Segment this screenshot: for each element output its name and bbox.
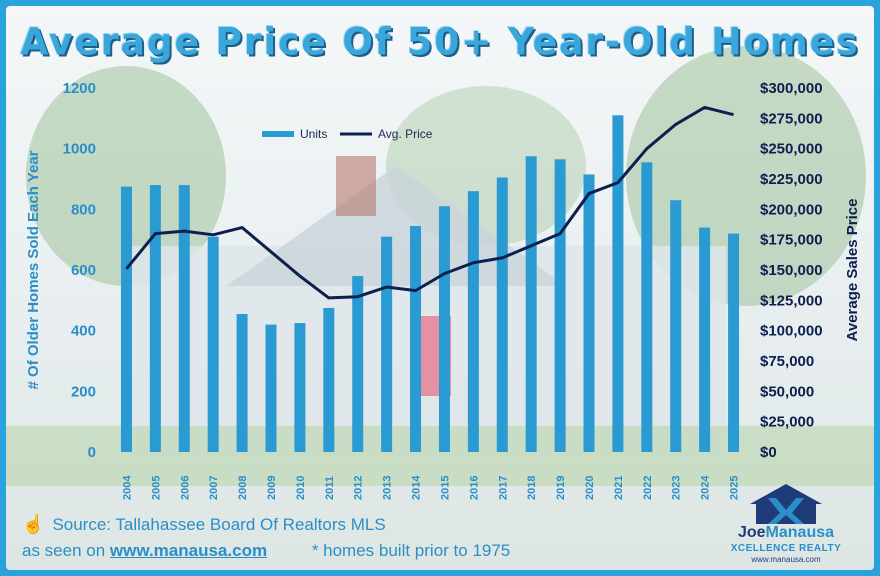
- bar-2018: [525, 156, 537, 452]
- chart-title: Average Price Of 50+ Year-Old Homes: [20, 20, 860, 65]
- bar-2014: [410, 226, 422, 452]
- bar-2022: [641, 162, 653, 453]
- bar-2009: [265, 324, 277, 452]
- x-tick-label: 2018: [526, 476, 538, 500]
- credit-line: as seen on www.manausa.com * homes built…: [22, 541, 510, 561]
- x-tick-label: 2011: [324, 476, 336, 500]
- bar-2007: [207, 236, 219, 452]
- bar-2006: [178, 185, 190, 453]
- logo-name: JoeManausa: [716, 524, 856, 542]
- seen-on-text: as seen on: [22, 541, 106, 560]
- bar-2012: [352, 276, 364, 452]
- bar-2015: [438, 206, 450, 452]
- left-tick-label: 200: [71, 383, 96, 400]
- bar-2005: [149, 185, 161, 453]
- logo-name-last: Manausa: [765, 524, 835, 541]
- brand-logo[interactable]: JoeManausa XCELLENCE REALTY www.manausa.…: [716, 480, 856, 566]
- bar-2010: [294, 323, 306, 452]
- left-tick-label: 0: [88, 444, 96, 461]
- x-tick-label: 2004: [121, 475, 133, 500]
- x-tick-label: 2005: [150, 476, 162, 500]
- x-tick-label: 2020: [584, 476, 596, 500]
- bar-2020: [583, 174, 595, 452]
- right-tick-label: $250,000: [760, 141, 823, 158]
- x-tick-label: 2021: [613, 476, 625, 500]
- x-tick-label: 2022: [642, 476, 654, 500]
- footnote-text: * homes built prior to 1975: [311, 541, 511, 560]
- right-tick-label: $0: [760, 444, 777, 461]
- left-tick-label: 800: [71, 201, 96, 218]
- right-axis-ticks: $0 $25,000 $50,000 $75,000 $100,000 $125,000 $…: [760, 80, 823, 461]
- right-tick-label: $150,000: [760, 262, 823, 279]
- right-tick-label: $125,000: [760, 292, 823, 309]
- x-tick-label: 2019: [555, 476, 567, 500]
- bar-2023: [670, 200, 682, 452]
- logo-url: www.manausa.com: [751, 555, 821, 564]
- left-axis-title: # Of Older Homes Sold Each Year: [25, 150, 42, 389]
- x-tick-label: 2007: [208, 476, 220, 500]
- right-tick-label: $200,000: [760, 201, 823, 218]
- x-tick-label: 2015: [439, 476, 451, 500]
- x-tick-label: 2023: [671, 476, 683, 500]
- x-tick-label: 2008: [237, 476, 249, 500]
- left-tick-label: 600: [71, 262, 96, 279]
- house-logo-icon: [750, 484, 822, 524]
- avg-price-line: [125, 105, 734, 300]
- bar-2025: [728, 233, 740, 452]
- bar-series-units: [120, 115, 740, 453]
- right-tick-label: $300,000: [760, 80, 823, 97]
- hand-pointer-icon: ☝: [22, 514, 45, 534]
- bar-2017: [496, 177, 508, 452]
- left-axis-ticks: 0 200 400 600 800 1000 1200: [63, 80, 96, 461]
- x-tick-label: 2024: [700, 475, 712, 500]
- x-tick-label: 2012: [353, 476, 365, 500]
- left-tick-label: 1200: [63, 80, 96, 97]
- x-tick-label: 2017: [497, 476, 509, 500]
- logo-name-first: Joe: [737, 524, 766, 541]
- x-tick-label: 2006: [179, 476, 191, 500]
- bar-2016: [467, 191, 479, 452]
- bar-2019: [554, 159, 566, 453]
- x-tick-label: 2010: [295, 476, 307, 500]
- bar-2008: [236, 313, 248, 452]
- right-tick-label: $275,000: [760, 110, 823, 127]
- bar-2011: [323, 307, 335, 452]
- left-tick-label: 1000: [63, 141, 96, 158]
- x-tick-label: 2016: [468, 476, 480, 500]
- background-chimney: [336, 156, 376, 216]
- right-tick-label: $225,000: [760, 171, 823, 188]
- right-tick-label: $100,000: [760, 323, 823, 340]
- legend-units-swatch: [262, 131, 294, 137]
- source-line: ☝ Source: Tallahassee Board Of Realtors …: [22, 514, 386, 535]
- site-link[interactable]: www.manausa.com: [109, 541, 268, 560]
- x-tick-label: 2013: [382, 476, 394, 500]
- x-tick-label: 2009: [266, 476, 278, 500]
- left-tick-label: 400: [71, 323, 96, 340]
- bar-2004: [120, 186, 132, 453]
- background-roof: [226, 166, 566, 286]
- x-tick-label: 2014: [411, 475, 423, 500]
- legend-units-label: Units: [300, 127, 327, 141]
- x-tick-label: 2025: [729, 476, 741, 500]
- logo-subtitle: XCELLENCE REALTY: [730, 543, 842, 554]
- source-text: Source: Tallahassee Board Of Realtors ML…: [52, 514, 386, 534]
- right-tick-label: $50,000: [760, 383, 814, 400]
- right-axis-title: Average Sales Price: [844, 199, 861, 342]
- bar-2024: [699, 227, 711, 452]
- legend: Units Avg. Price: [262, 127, 433, 141]
- line-series-avg-price: [125, 105, 734, 300]
- right-tick-label: $25,000: [760, 414, 814, 431]
- x-axis-ticks: 2004 2005 2006 2007 2008 2009 2010 2011 2012 2013…: [121, 475, 740, 500]
- right-tick-label: $175,000: [760, 232, 823, 249]
- right-tick-label: $75,000: [760, 353, 814, 370]
- bar-2021: [612, 115, 624, 453]
- chart-frame: [6, 6, 874, 570]
- legend-avg-price-label: Avg. Price: [378, 127, 433, 141]
- bar-2013: [381, 236, 393, 452]
